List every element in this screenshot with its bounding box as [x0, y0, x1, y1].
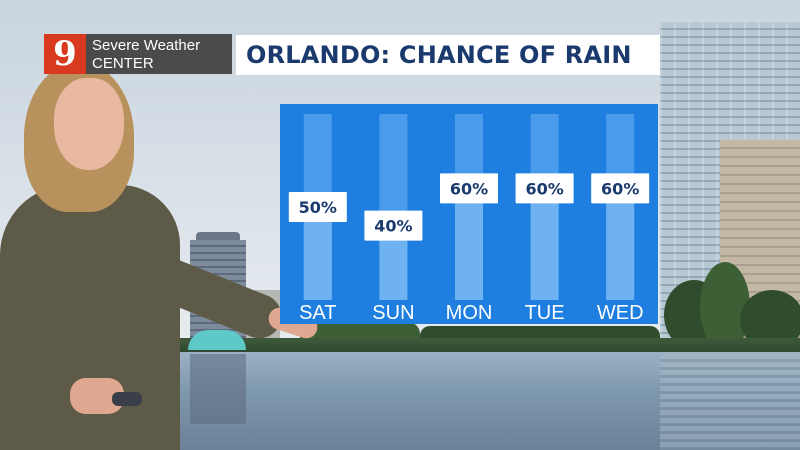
value-box-tue [515, 173, 574, 204]
bar-mon [455, 188, 483, 300]
value-label-wed: 60% [601, 179, 639, 198]
day-label-mon: MON [446, 302, 493, 324]
value-label-sun: 40% [374, 217, 412, 236]
title-banner [236, 35, 660, 75]
bar-wed [606, 188, 635, 300]
bar-tue [530, 188, 559, 300]
value-label-mon: 60% [450, 179, 488, 198]
logo-line-1: Severe Weather [92, 37, 201, 54]
channel-9-logo-icon: 9 [44, 34, 86, 74]
value-box-wed [591, 173, 650, 204]
bar-sat [303, 207, 332, 300]
day-label-tue: TUE [525, 302, 565, 324]
tree [700, 262, 750, 352]
value-box-mon [440, 173, 498, 204]
value-box-sun [364, 210, 423, 241]
rain-chance-chart: 50% SAT 40% SUN 60% MON 60% TUE 60% WED [288, 114, 650, 324]
clicker-remote [112, 392, 142, 406]
day-label-sat: SAT [299, 302, 336, 324]
day-label-sun: SUN [372, 302, 414, 324]
logo-line-2: CENTER [92, 55, 154, 72]
value-label-tue: 60% [525, 179, 563, 198]
presenter-figure [0, 0, 330, 450]
water-reflection [660, 354, 800, 450]
value-box-sat [288, 192, 347, 222]
value-label-sat: 50% [299, 198, 337, 217]
chart-title: ORLANDO: CHANCE OF RAIN [246, 41, 632, 69]
presenter-face [54, 78, 124, 170]
day-label-wed: WED [597, 302, 644, 324]
lake-fountain [188, 330, 246, 350]
water-reflection [190, 354, 246, 424]
